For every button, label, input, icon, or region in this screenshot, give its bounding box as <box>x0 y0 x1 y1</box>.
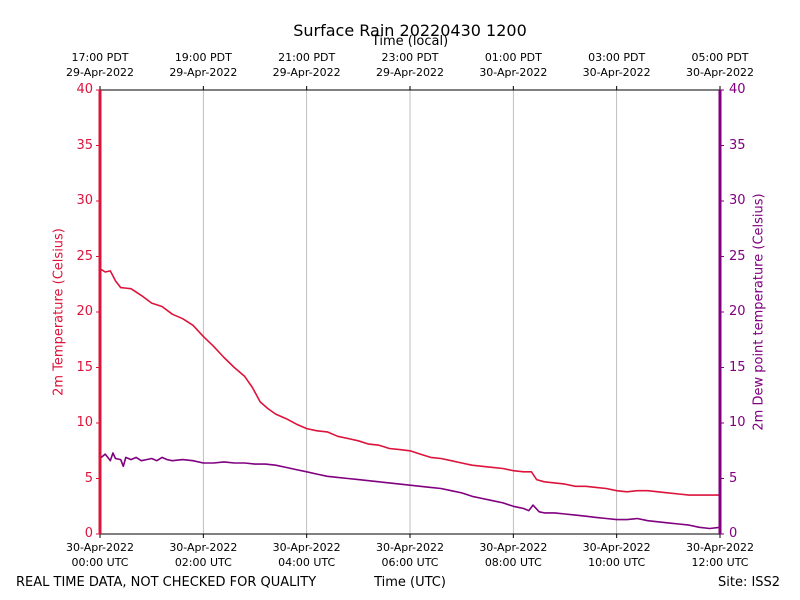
bottom-x-tick-date: 30-Apr-2022 <box>582 541 651 554</box>
right-y-tick-label: 25 <box>729 248 746 264</box>
dew-point-series-line <box>99 452 721 530</box>
tick-marks <box>96 86 724 538</box>
bottom-x-tick-date: 30-Apr-2022 <box>272 541 341 554</box>
bottom-x-tick-time: 10:00 UTC <box>588 556 646 569</box>
top-x-tick-date: 30-Apr-2022 <box>685 66 754 79</box>
top-x-tick-date: 29-Apr-2022 <box>272 66 341 79</box>
left-y-tick-label: 15 <box>76 359 93 375</box>
top-x-tick-date: 30-Apr-2022 <box>479 66 548 79</box>
left-y-tick-label: 10 <box>76 415 93 430</box>
left-y-axis-title: 2m Temperature (Celsius) <box>51 228 67 396</box>
right-y-tick-label: 20 <box>729 304 746 319</box>
top-x-tick-date: 29-Apr-2022 <box>169 66 238 79</box>
left-y-tick-label: 5 <box>84 470 93 486</box>
bottom-x-tick-time: 08:00 UTC <box>484 556 542 569</box>
left-y-tick-label: 20 <box>76 304 93 319</box>
bottom-x-tick-date: 30-Apr-2022 <box>685 541 754 554</box>
series-layer <box>99 268 721 530</box>
bottom-x-tick-time: 00:00 UTC <box>71 556 129 569</box>
top-x-tick-time: 05:00 PDT <box>691 51 749 64</box>
top-x-tick-time: 19:00 PDT <box>174 51 232 64</box>
right-y-tick-label: 35 <box>729 137 746 153</box>
top-x-tick-time: 01:00 PDT <box>484 51 542 64</box>
left-y-tick-label: 40 <box>76 82 93 97</box>
site-label: Site: ISS2 <box>718 575 781 590</box>
bottom-x-tick-date: 30-Apr-2022 <box>65 541 134 554</box>
bottom-x-tick-date: 30-Apr-2022 <box>479 541 548 554</box>
top-x-tick-time: 03:00 PDT <box>588 51 646 64</box>
right-y-tick-label: 40 <box>729 82 746 97</box>
top-x-tick-date: 29-Apr-2022 <box>65 66 134 79</box>
bottom-x-tick-time: 12:00 UTC <box>691 556 749 569</box>
right-y-tick-label: 0 <box>729 526 738 541</box>
bottom-x-tick-date: 30-Apr-2022 <box>375 541 444 554</box>
chart-title: Surface Rain 20220430 1200 <box>293 21 527 40</box>
top-x-tick-time: 21:00 PDT <box>278 51 336 64</box>
right-y-tick-label: 10 <box>729 415 746 430</box>
left-y-tick-label: 0 <box>84 526 93 541</box>
top-x-tick-date: 30-Apr-2022 <box>582 66 651 79</box>
grid-lines <box>202 90 618 534</box>
top-x-tick-date: 29-Apr-2022 <box>375 66 444 79</box>
right-y-axis-title: 2m Dew point temperature (Celsius) <box>751 193 767 431</box>
x-axis-title: Time (UTC) <box>374 575 446 590</box>
bottom-x-tick-time: 06:00 UTC <box>381 556 439 569</box>
left-y-tick-label: 35 <box>76 137 93 153</box>
top-axis-title: Time (local) <box>371 34 449 49</box>
right-y-tick-label: 5 <box>729 470 738 486</box>
temperature-series-line <box>99 268 720 496</box>
quality-disclaimer: REAL TIME DATA, NOT CHECKED FOR QUALITY <box>16 575 317 590</box>
bottom-x-tick-time: 02:00 UTC <box>174 556 232 569</box>
right-y-tick-label: 30 <box>729 193 746 208</box>
left-y-tick-label: 25 <box>76 248 93 264</box>
left-y-tick-label: 30 <box>76 193 93 208</box>
bottom-x-tick-date: 30-Apr-2022 <box>169 541 238 554</box>
top-x-tick-time: 23:00 PDT <box>381 51 439 64</box>
bottom-x-tick-time: 04:00 UTC <box>278 556 336 569</box>
top-x-tick-time: 17:00 PDT <box>71 51 129 64</box>
right-y-tick-label: 15 <box>729 359 746 375</box>
